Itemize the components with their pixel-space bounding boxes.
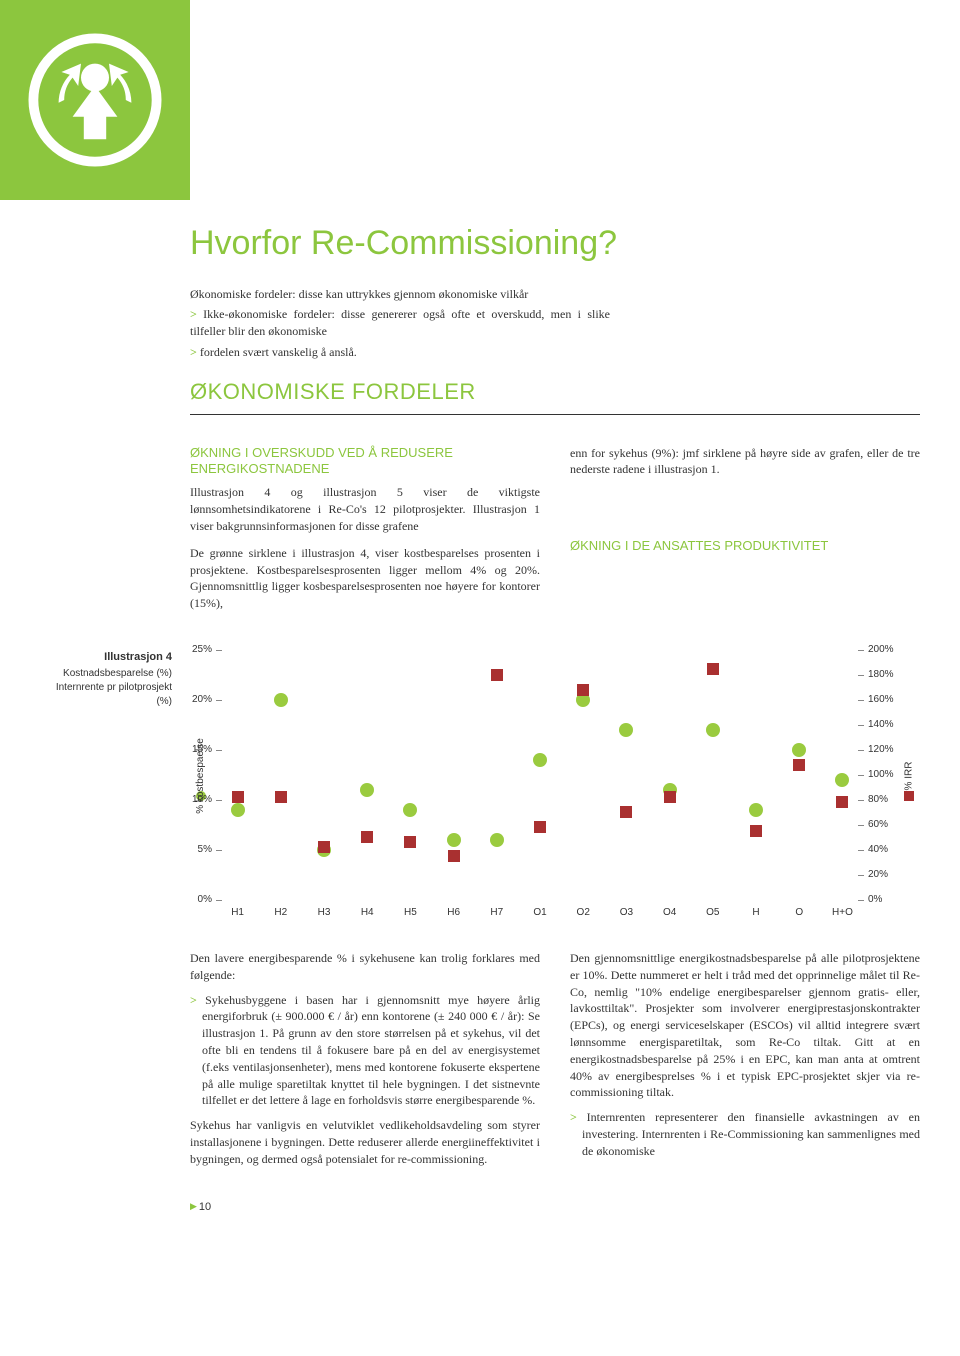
- y-tick-right: 0%: [868, 893, 882, 907]
- body-bullet: Sykehusbyggene i basen har i gjennomsnit…: [190, 992, 540, 1110]
- intro-block: Økonomiske fordeler: disse kan uttrykkes…: [190, 286, 610, 361]
- y-tick-right: 180%: [868, 668, 894, 682]
- data-point-irr: [275, 791, 287, 803]
- y-tick-right: 80%: [868, 793, 888, 807]
- data-point-irr: [577, 684, 589, 696]
- x-category: H2: [259, 906, 302, 920]
- bottom-text-columns: Den lavere energibesparende % i sykehuse…: [190, 950, 920, 1176]
- data-point-irr: [707, 663, 719, 675]
- intro-bullet: Ikke-økonomiske fordeler: disse generere…: [190, 306, 610, 340]
- data-point-irr: [750, 825, 762, 837]
- x-category: H4: [346, 906, 389, 920]
- intro-bullet: fordelen svært vanskelig å anslå.: [190, 344, 610, 361]
- data-point-cost: [792, 743, 806, 757]
- page-number: 10: [190, 1200, 920, 1215]
- y-tick-left: 15%: [192, 743, 212, 757]
- chart-caption: Illustrasjon 4 Kostnadsbesparelse (%) In…: [40, 650, 190, 709]
- data-point-irr: [361, 831, 373, 843]
- y-tick-right: 140%: [868, 718, 894, 732]
- data-point-irr: [534, 821, 546, 833]
- x-category: O3: [605, 906, 648, 920]
- text-columns: ØKNING I OVERSKUDD VED Å REDUSERE ENERGI…: [190, 445, 920, 622]
- x-category: O: [778, 906, 821, 920]
- y-tick-left: 0%: [198, 893, 212, 907]
- reco-logo-icon: [25, 30, 165, 170]
- data-point-irr: [793, 759, 805, 771]
- y-tick-left: 5%: [198, 843, 212, 857]
- y-tick-right: 120%: [868, 743, 894, 757]
- data-point-irr: [836, 796, 848, 808]
- y-axis-right-legend: % IRR: [898, 650, 920, 920]
- data-point-irr: [620, 806, 632, 818]
- x-category: H3: [302, 906, 345, 920]
- x-category: O5: [691, 906, 734, 920]
- data-point-irr: [448, 850, 460, 862]
- data-point-irr: [318, 841, 330, 853]
- data-point-cost: [360, 783, 374, 797]
- logo-block: [0, 0, 190, 200]
- x-category: H7: [475, 906, 518, 920]
- data-point-irr: [491, 669, 503, 681]
- chart-illustration-4: Illustrasjon 4 Kostnadsbesparelse (%) In…: [40, 650, 920, 920]
- y-tick-right: 20%: [868, 868, 888, 882]
- data-point-cost: [706, 723, 720, 737]
- chart-title: Illustrasjon 4: [40, 650, 172, 665]
- chart-subtitle: Kostnadsbesparelse (%): [40, 667, 172, 681]
- x-category: H: [734, 906, 777, 920]
- y-axis-right-label: % IRR: [902, 761, 916, 790]
- x-category: H5: [389, 906, 432, 920]
- data-point-cost: [490, 833, 504, 847]
- body-text: enn for sykehus (9%): jmf sirklene på hø…: [570, 445, 920, 479]
- data-point-cost: [835, 773, 849, 787]
- subheading: ØKNING I DE ANSATTES PRODUKTIVITET: [570, 538, 920, 555]
- intro-text: Økonomiske fordeler: disse kan uttrykkes…: [190, 286, 610, 303]
- data-point-irr: [232, 791, 244, 803]
- data-point-cost: [231, 803, 245, 817]
- y-axis-left-legend: % kostbespaelse: [190, 650, 212, 920]
- body-text: Sykehus har vanligvis en velutviklet ved…: [190, 1117, 540, 1167]
- data-point-irr: [404, 836, 416, 848]
- chart-plot-area: 0%5%10%15%20%25%0%20%40%60%80%100%120%14…: [216, 650, 864, 900]
- legend-marker-red: [904, 791, 914, 801]
- body-text: Illustrasjon 4 og illustrasjon 5 viser d…: [190, 484, 540, 534]
- chart-x-axis: H1H2H3H4H5H6H7O1O2O3O4O5HOH+O: [216, 906, 864, 920]
- body-text: Den gjennomsnittlige energikostnadsbespa…: [570, 950, 920, 1101]
- data-point-cost: [749, 803, 763, 817]
- y-tick-right: 60%: [868, 818, 888, 832]
- page-title: Hvorfor Re-Commissioning?: [190, 220, 920, 268]
- body-bullet: Internrenten representerer den finansiel…: [570, 1109, 920, 1159]
- y-tick-right: 160%: [868, 693, 894, 707]
- x-category: H1: [216, 906, 259, 920]
- data-point-cost: [533, 753, 547, 767]
- body-text: Den lavere energibesparende % i sykehuse…: [190, 950, 540, 984]
- y-tick-right: 200%: [868, 643, 894, 657]
- data-point-cost: [619, 723, 633, 737]
- y-tick-left: 25%: [192, 643, 212, 657]
- y-tick-right: 40%: [868, 843, 888, 857]
- data-point-cost: [274, 693, 288, 707]
- data-point-cost: [403, 803, 417, 817]
- x-category: H+O: [821, 906, 864, 920]
- data-point-cost: [447, 833, 461, 847]
- x-category: O2: [562, 906, 605, 920]
- divider: [190, 414, 920, 415]
- subheading: ØKNING I OVERSKUDD VED Å REDUSERE ENERGI…: [190, 445, 540, 479]
- y-tick-right: 100%: [868, 768, 894, 782]
- data-point-irr: [664, 791, 676, 803]
- x-category: O1: [518, 906, 561, 920]
- y-tick-left: 20%: [192, 693, 212, 707]
- x-category: H6: [432, 906, 475, 920]
- x-category: O4: [648, 906, 691, 920]
- section-heading: ØKONOMISKE FORDELER: [190, 377, 920, 408]
- y-tick-left: 10%: [192, 793, 212, 807]
- body-text: De grønne sirklene i illustrasjon 4, vis…: [190, 545, 540, 612]
- chart-subtitle: Internrente pr pilotprosjekt (%): [40, 681, 172, 709]
